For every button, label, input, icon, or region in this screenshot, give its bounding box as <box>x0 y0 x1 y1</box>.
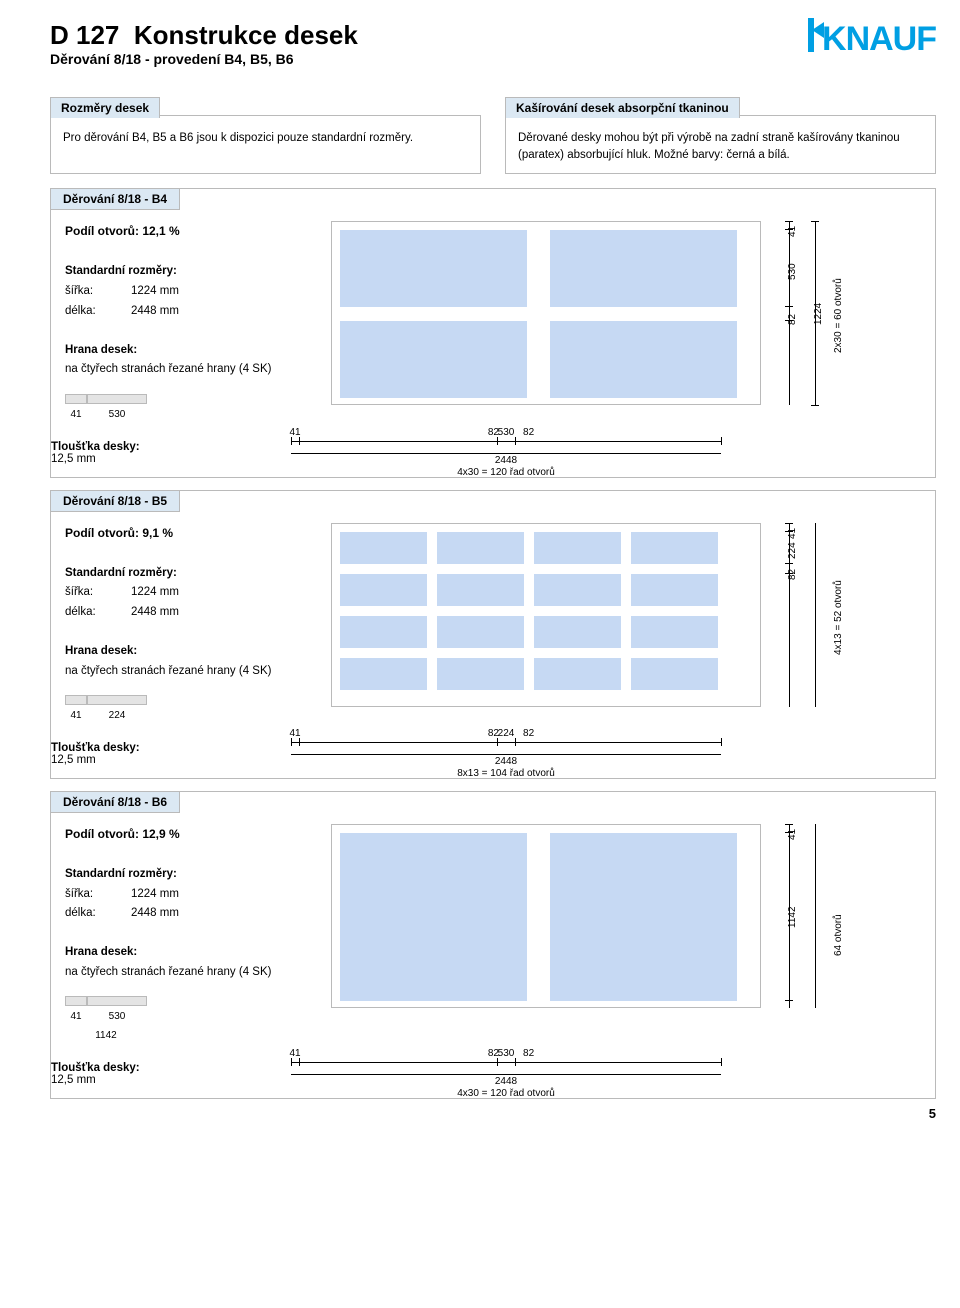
page-title: D 127 Konstrukce desek <box>50 20 358 51</box>
info-right: Kašírování desek absorpční tkaninou Děro… <box>505 115 936 174</box>
page-number: 5 <box>929 1106 936 1121</box>
diagram-column: 41114264 otvorů <box>331 824 921 1044</box>
perforation-section: Děrování 8/18 - B5 Podíl otvorů: 9,1 %Sta… <box>50 490 936 779</box>
diagram-column: 415308212242x30 = 60 otvorů <box>331 221 921 422</box>
section-tab: Děrování 8/18 - B5 <box>50 490 180 512</box>
info-tab-right: Kašírování desek absorpční tkaninou <box>505 97 740 118</box>
section-tab: Děrování 8/18 - B4 <box>50 188 180 210</box>
spec-column: Podíl otvorů: 9,1 %Standardní rozměry:ší… <box>65 523 305 724</box>
brand-logo: KNAUF <box>796 20 936 59</box>
info-right-text: Děrované desky mohou být při výrobě na z… <box>506 130 935 163</box>
page-subtitle: Děrování 8/18 - provedení B4, B5, B6 <box>50 51 358 67</box>
info-row: Rozměry desek Pro děrování B4, B5 a B6 j… <box>50 115 936 174</box>
spec-column: Podíl otvorů: 12,1 %Standardní rozměry:š… <box>65 221 305 422</box>
diagram-column: 41224824x13 = 52 otvorů <box>331 523 921 724</box>
info-tab-left: Rozměry desek <box>50 97 160 118</box>
info-left-text: Pro děrování B4, B5 a B6 jsou k dispozic… <box>51 130 480 147</box>
info-left: Rozměry desek Pro děrování B4, B5 a B6 j… <box>50 115 481 174</box>
spec-column: Podíl otvorů: 12,9 %Standardní rozměry:š… <box>65 824 305 1044</box>
perforation-section: Děrování 8/18 - B4 Podíl otvorů: 12,1 %St… <box>50 188 936 477</box>
perforation-section: Děrování 8/18 - B6 Podíl otvorů: 12,9 %St… <box>50 791 936 1099</box>
page-header: D 127 Konstrukce desek Děrování 8/18 - p… <box>50 20 936 93</box>
section-tab: Děrování 8/18 - B6 <box>50 791 180 813</box>
